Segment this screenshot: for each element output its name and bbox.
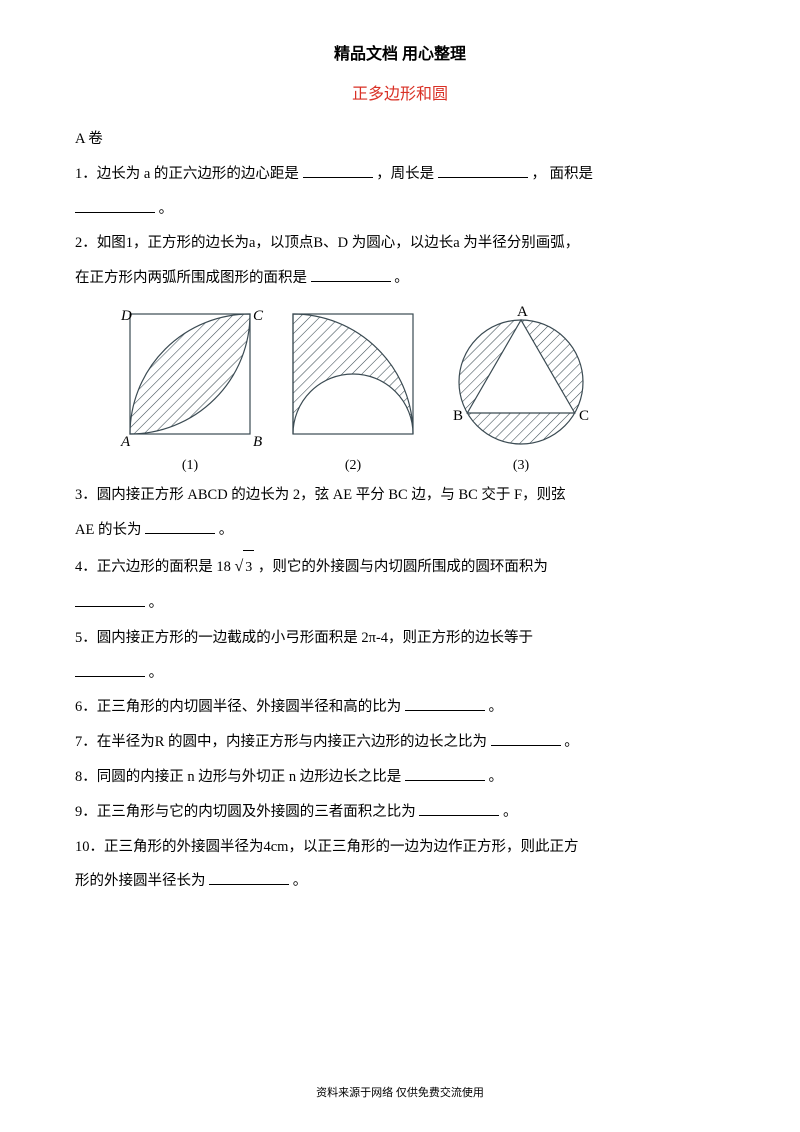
fig3-label-c: C — [579, 408, 589, 424]
question-8: 8．同圆的内接正 n 边形与外切正 n 边形边长之比是 。 — [75, 760, 725, 795]
q9-text-b: 。 — [503, 804, 518, 820]
figure-3: A B C (3) — [441, 304, 601, 474]
q7-text-b: 。 — [564, 734, 579, 750]
question-3-line2: AE 的长为 。 — [75, 513, 725, 548]
page-footer: 资料来源于网络 仅供免费交流使用 — [0, 1084, 800, 1100]
figure-2-caption: (2) — [283, 458, 423, 474]
question-4-line2: 。 — [75, 586, 725, 621]
q4-blank — [75, 592, 145, 607]
q1-blank-3 — [75, 198, 155, 213]
figures-row: D C A B (1) (2) — [115, 304, 725, 474]
section-label: A 卷 — [75, 122, 725, 157]
q6-text-b: 。 — [489, 699, 504, 715]
q1-text-b: ，周长是 — [376, 166, 434, 182]
question-4-line1: 4．正六边形的面积是 18 √3 ，则它的外接圆与内切圆所围成的圆环面积为 — [75, 548, 725, 586]
question-2-line2: 在正方形内两弧所围成图形的面积是 。 — [75, 261, 725, 296]
q10-text-b: 形的外接圆半径长为 — [75, 873, 206, 889]
figure-3-caption: (3) — [441, 458, 601, 474]
q10-blank — [209, 871, 289, 886]
fig3-label-a: A — [517, 304, 528, 320]
q2-text-c: 。 — [394, 270, 409, 286]
q10-text-c: 。 — [293, 873, 308, 889]
q5-text-b: 。 — [149, 665, 164, 681]
q8-text-b: 。 — [489, 769, 504, 785]
question-9: 9．正三角形与它的内切圆及外接圆的三者面积之比为 。 — [75, 795, 725, 830]
q4-text-a: 4．正六边形的面积是 18 — [75, 559, 231, 575]
q4-text-b: ，则它的外接圆与内切圆所围成的圆环面积为 — [258, 559, 548, 575]
fig3-label-b: B — [453, 408, 463, 424]
q8-blank — [405, 766, 485, 781]
question-1: 1．边长为 a 的正六边形的边心距是 ，周长是 ， 面积是 — [75, 157, 725, 192]
q3-text-b: AE 的长为 — [75, 522, 141, 538]
question-2-line1: 2．如图1，正方形的边长为a，以顶点B、D 为圆心，以边长a 为半径分别画弧， — [75, 226, 725, 261]
q9-blank — [419, 801, 499, 816]
q1-text-d: 。 — [159, 201, 174, 217]
question-1-cont: 。 — [75, 192, 725, 227]
q3-blank — [145, 519, 215, 534]
q4-radicand: 3 — [243, 550, 254, 585]
question-7: 7．在半径为R 的圆中，内接正方形与内接正六边形的边长之比为 。 — [75, 725, 725, 760]
q1-text-a: 1．边长为 a 的正六边形的边心距是 — [75, 166, 299, 182]
q7-text-a: 7．在半径为R 的圆中，内接正方形与内接正六边形的边长之比为 — [75, 734, 487, 750]
q2-text-b: 在正方形内两弧所围成图形的面积是 — [75, 270, 307, 286]
figure-2: (2) — [283, 304, 423, 474]
fig1-label-c: C — [253, 308, 264, 324]
question-5-line2: 。 — [75, 656, 725, 691]
sqrt-icon: √3 — [235, 548, 255, 586]
fig1-label-d: D — [120, 308, 132, 324]
question-3-line1: 3．圆内接正方形 ABCD 的边长为 2，弦 AE 平分 BC 边，与 BC 交… — [75, 478, 725, 513]
q8-text-a: 8．同圆的内接正 n 边形与外切正 n 边形边长之比是 — [75, 769, 401, 785]
q3-text-c: 。 — [219, 522, 234, 538]
q1-blank-1 — [303, 163, 373, 178]
q2-blank — [311, 268, 391, 283]
figure-1-caption: (1) — [115, 458, 265, 474]
question-10-line1: 10．正三角形的外接圆半径为4cm，以正三角形的一边为边作正方形，则此正方 — [75, 830, 725, 865]
question-10-line2: 形的外接圆半径长为 。 — [75, 864, 725, 899]
q6-text-a: 6．正三角形的内切圆半径、外接圆半径和高的比为 — [75, 699, 401, 715]
fig1-label-a: A — [120, 434, 131, 450]
q9-text-a: 9．正三角形与它的内切圆及外接圆的三者面积之比为 — [75, 804, 416, 820]
question-6: 6．正三角形的内切圆半径、外接圆半径和高的比为 。 — [75, 690, 725, 725]
document-title: 正多边形和圆 — [75, 80, 725, 104]
figure-1: D C A B (1) — [115, 304, 265, 474]
page-header: 精品文档 用心整理 — [75, 40, 725, 64]
question-5-line1: 5．圆内接正方形的一边截成的小弓形面积是 2π-4，则正方形的边长等于 — [75, 621, 725, 656]
q7-blank — [491, 732, 561, 747]
q5-blank — [75, 662, 145, 677]
fig1-label-b: B — [253, 434, 262, 450]
q1-blank-2 — [438, 163, 528, 178]
q1-text-c: ， 面积是 — [531, 166, 593, 182]
q4-text-c: 。 — [149, 595, 164, 611]
q6-blank — [405, 697, 485, 712]
